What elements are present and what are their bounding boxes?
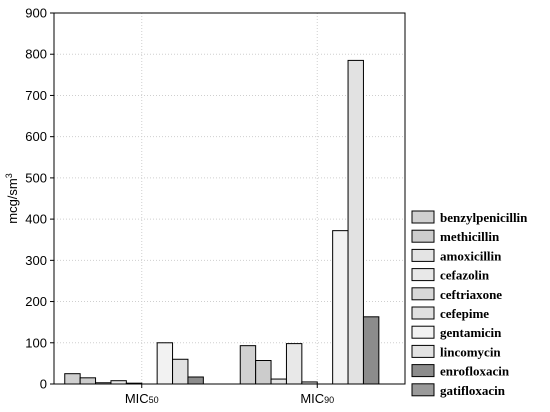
legend-label-lincomycin: lincomycin [440, 344, 501, 359]
y-tick-label: 400 [25, 212, 47, 227]
y-tick-label: 700 [25, 88, 47, 103]
legend-swatch-enrofloxacin [411, 364, 435, 378]
legend-swatch-methicillin [411, 229, 435, 243]
y-tick-label: 800 [25, 47, 47, 62]
bar-methicillin [79, 377, 97, 385]
bar-enrofloxacin [187, 376, 204, 385]
grid [54, 13, 405, 384]
x-tick-label-main: MIC [300, 391, 324, 406]
bar-benzylpenicillin [64, 373, 81, 385]
y-tick-label: 0 [40, 377, 47, 392]
y-tick-label: 500 [25, 170, 47, 185]
bar-methicillin [255, 360, 272, 385]
bar-amoxicillin [270, 378, 287, 385]
y-axis: 0 100 200 300 400 500 600 700 800 900 [25, 6, 54, 392]
legend-label-cefazolin: cefazolin [440, 268, 490, 283]
legend-label-amoxicillin: amoxicillin [440, 248, 502, 263]
y-tick-label: 100 [25, 335, 47, 350]
legend-swatch-cefepime [411, 306, 435, 320]
legend-swatch-gatifloxacin [411, 383, 435, 397]
x-tick-label: MIC90 [300, 391, 334, 406]
legend-swatch-benzylpenicillin [411, 210, 435, 224]
legend-label-enrofloxacin: enrofloxacin [440, 364, 510, 379]
y-axis-title-main: mcg/sm [5, 178, 20, 224]
y-tick-label: 600 [25, 129, 47, 144]
y-axis-title-sup: 3 [4, 173, 14, 178]
y-tick-label: 200 [25, 294, 47, 309]
legend-label-gentamicin: gentamicin [440, 325, 502, 340]
plot-frame [53, 12, 406, 385]
legend-swatch-amoxicillin [411, 248, 435, 262]
legend: benzylpenicillin methicillin amoxicillin ce… [411, 210, 528, 398]
legend-swatch-cefazolin [411, 268, 435, 282]
legend-label-cefepime: cefepime [440, 306, 489, 321]
legend-label-ceftriaxone: ceftriaxone [440, 287, 502, 302]
bar-enrofloxacin [362, 316, 380, 385]
bar-gentamicin [332, 230, 349, 385]
bar-cefazolin [285, 343, 303, 385]
x-tick-label-sub: 50 [149, 395, 159, 405]
y-axis-title: mcg/sm3 [4, 173, 20, 224]
legend-swatch-gentamicin [411, 325, 435, 339]
x-tick-label: MIC50 [125, 391, 159, 406]
bar-benzylpenicillin [239, 345, 257, 385]
legend-label-methicillin: methicillin [440, 229, 500, 244]
bars [64, 59, 380, 385]
bar-lincomycin [172, 358, 189, 385]
x-axis: MIC50 MIC90 [125, 384, 334, 406]
legend-swatch-lincomycin [411, 344, 435, 358]
bar-lincomycin [347, 59, 364, 385]
x-tick-label-main: MIC [125, 391, 149, 406]
x-tick-label-sub: 90 [324, 395, 334, 405]
legend-label-benzylpenicillin: benzylpenicillin [440, 210, 528, 225]
legend-label-gatifloxacin: gatifloxacin [440, 383, 506, 398]
y-tick-label: 900 [25, 6, 47, 21]
legend-swatch-ceftriaxone [411, 287, 435, 301]
y-tick-label: 300 [25, 253, 47, 268]
bar-gentamicin [156, 342, 174, 385]
